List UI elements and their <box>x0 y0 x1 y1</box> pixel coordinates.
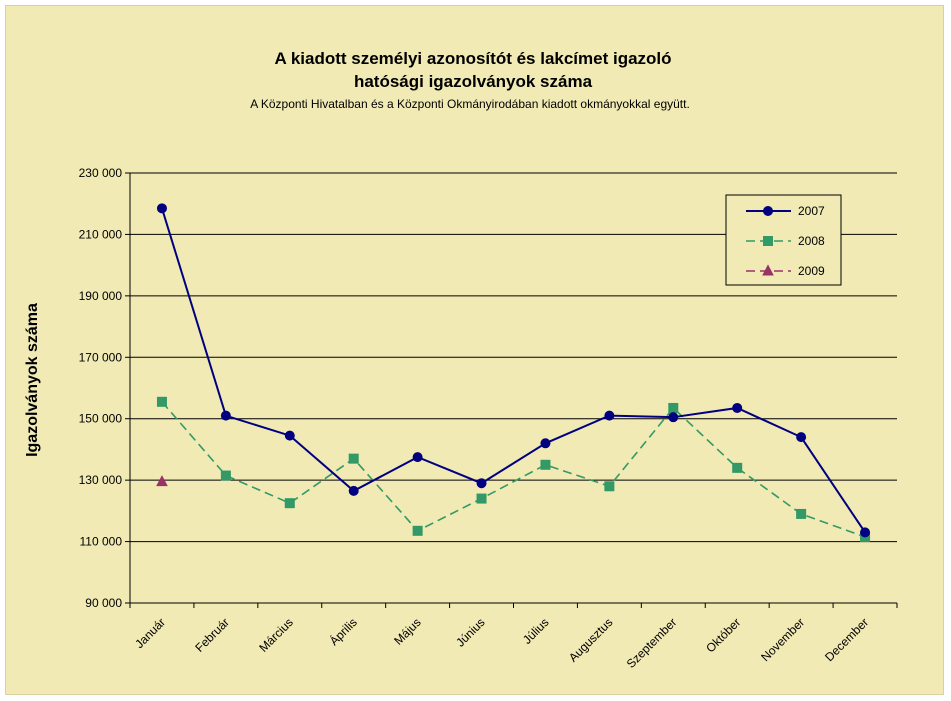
data-point <box>348 453 359 464</box>
data-point <box>220 410 231 421</box>
data-point <box>763 206 773 216</box>
data-point <box>604 410 615 421</box>
data-point <box>732 462 743 473</box>
data-point <box>763 236 773 246</box>
data-point <box>220 470 231 481</box>
x-tick-label: Szeptember <box>624 615 680 671</box>
chart-subtitle: A Központi Hivatalban és a Központi Okmá… <box>250 97 690 111</box>
data-point <box>476 493 487 504</box>
data-point <box>762 264 774 276</box>
x-tick-label: Január <box>132 615 168 651</box>
legend-label: 2009 <box>798 264 825 278</box>
data-point <box>604 481 615 492</box>
y-tick-label: 170 000 <box>79 350 123 364</box>
y-tick-label: 110 000 <box>80 535 123 549</box>
x-tick-label: Február <box>192 615 232 655</box>
series-2009 <box>156 475 168 487</box>
chart-area <box>5 5 944 695</box>
data-point <box>412 452 423 463</box>
y-tick-label: 210 000 <box>79 227 123 241</box>
data-point <box>860 527 871 538</box>
x-tick-label: November <box>758 615 807 664</box>
data-point <box>540 438 551 449</box>
data-point <box>668 412 679 423</box>
legend-label: 2007 <box>798 204 825 218</box>
legend-entry-2009: 2009 <box>746 264 825 278</box>
x-tick-label: Július <box>520 615 552 647</box>
data-point <box>668 402 679 413</box>
data-point <box>156 475 168 487</box>
data-point <box>156 203 167 214</box>
x-tick-label: Május <box>391 615 424 648</box>
data-point <box>284 498 295 509</box>
data-point <box>412 525 423 536</box>
series-line <box>161 401 866 538</box>
data-point <box>796 432 807 443</box>
data-point <box>156 396 167 407</box>
data-point <box>796 508 807 519</box>
series-2007 <box>156 203 871 538</box>
series <box>156 203 871 542</box>
legend-label: 2008 <box>798 234 825 248</box>
legend: 2007 2008 2009 <box>725 194 842 286</box>
y-axis-label: Igazolványok száma <box>24 303 41 457</box>
x-tick-label: Március <box>256 615 296 655</box>
data-point <box>476 478 487 489</box>
x-tick-label: Április <box>326 615 360 649</box>
y-tick-label: 230 000 <box>79 166 123 180</box>
x-tick-label: Június <box>453 615 487 649</box>
data-point <box>540 459 551 470</box>
x-tick-label: Augusztus <box>566 615 616 665</box>
y-tick-label: 90 000 <box>85 596 122 610</box>
chart-title-line1: A kiadott személyi azonosítót és lakcíme… <box>274 49 671 68</box>
legend-entry-2008: 2008 <box>746 234 825 248</box>
y-tick-label: 150 000 <box>79 412 123 426</box>
x-tick-label: Október <box>703 615 743 655</box>
chart-title-line2: hatósági igazolványok száma <box>354 72 593 91</box>
y-tick-label: 190 000 <box>79 289 123 303</box>
legend-entry-2007: 2007 <box>746 204 825 218</box>
data-point <box>732 402 743 413</box>
data-point <box>348 485 359 496</box>
data-point <box>284 430 295 441</box>
x-tick-label: December <box>822 615 871 664</box>
y-tick-label: 130 000 <box>79 473 123 487</box>
series-line <box>161 208 866 533</box>
